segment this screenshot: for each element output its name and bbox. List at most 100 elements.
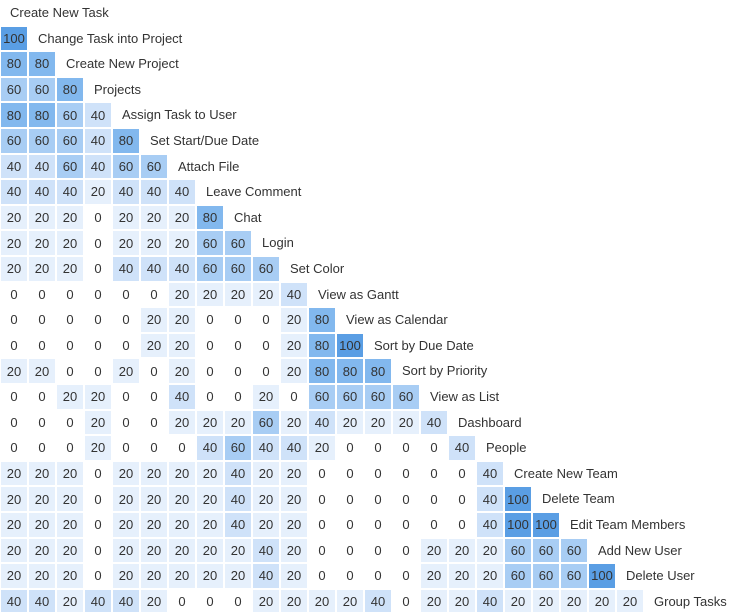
matrix-cell[interactable]: 20 — [336, 409, 364, 436]
matrix-cell[interactable]: 20 — [280, 358, 308, 384]
matrix-cell[interactable]: 0 — [364, 512, 392, 538]
matrix-cell[interactable]: 20 — [168, 204, 196, 231]
matrix-cell[interactable]: 40 — [0, 588, 28, 612]
matrix-cell[interactable]: 0 — [56, 409, 84, 436]
matrix-cell[interactable]: 20 — [84, 409, 112, 436]
matrix-cell[interactable]: 40 — [364, 588, 392, 612]
matrix-cell[interactable]: 40 — [28, 153, 56, 180]
matrix-cell[interactable]: 20 — [84, 384, 112, 410]
matrix-cell[interactable]: 0 — [224, 307, 252, 333]
matrix-cell[interactable]: 80 — [112, 128, 140, 154]
matrix-cell[interactable]: 20 — [0, 563, 28, 589]
matrix-cell[interactable]: 0 — [112, 307, 140, 333]
matrix-cell[interactable]: 80 — [196, 204, 224, 231]
matrix-cell[interactable]: 0 — [196, 384, 224, 410]
matrix-cell[interactable]: 60 — [560, 537, 588, 564]
matrix-cell[interactable]: 60 — [28, 76, 56, 103]
matrix-cell[interactable]: 0 — [28, 435, 56, 461]
matrix-cell[interactable]: 40 — [476, 588, 504, 612]
matrix-cell[interactable]: 60 — [392, 384, 420, 410]
matrix-cell[interactable]: 20 — [420, 537, 448, 564]
matrix-cell[interactable]: 20 — [280, 409, 308, 436]
matrix-cell[interactable]: 40 — [0, 179, 28, 205]
matrix-cell[interactable]: 40 — [196, 435, 224, 461]
matrix-cell[interactable]: 40 — [84, 588, 112, 612]
matrix-cell[interactable]: 20 — [280, 563, 308, 589]
matrix-cell[interactable]: 20 — [560, 588, 588, 612]
matrix-cell[interactable]: 100 — [532, 512, 560, 538]
matrix-cell[interactable]: 20 — [28, 537, 56, 564]
matrix-cell[interactable]: 0 — [392, 486, 420, 512]
matrix-cell[interactable]: 20 — [168, 563, 196, 589]
matrix-cell[interactable]: 0 — [224, 384, 252, 410]
matrix-cell[interactable]: 0 — [336, 537, 364, 564]
matrix-cell[interactable]: 20 — [112, 512, 140, 538]
matrix-cell[interactable]: 60 — [224, 230, 252, 256]
matrix-cell[interactable]: 20 — [168, 230, 196, 256]
matrix-cell[interactable]: 0 — [84, 230, 112, 256]
matrix-cell[interactable]: 0 — [140, 281, 168, 308]
matrix-cell[interactable]: 40 — [476, 486, 504, 512]
matrix-cell[interactable]: 20 — [0, 230, 28, 256]
matrix-cell[interactable]: 0 — [448, 512, 476, 538]
matrix-cell[interactable]: 40 — [84, 102, 112, 128]
matrix-cell[interactable]: 20 — [28, 563, 56, 589]
matrix-cell[interactable]: 80 — [28, 51, 56, 77]
matrix-cell[interactable]: 80 — [308, 307, 336, 333]
matrix-cell[interactable]: 80 — [0, 51, 28, 77]
matrix-cell[interactable]: 20 — [112, 230, 140, 256]
matrix-cell[interactable]: 20 — [28, 358, 56, 384]
matrix-cell[interactable]: 20 — [308, 588, 336, 612]
matrix-cell[interactable]: 0 — [420, 435, 448, 461]
matrix-cell[interactable]: 0 — [84, 358, 112, 384]
matrix-cell[interactable]: 20 — [0, 537, 28, 564]
matrix-cell[interactable]: 0 — [84, 486, 112, 512]
matrix-cell[interactable]: 40 — [224, 460, 252, 487]
matrix-cell[interactable]: 0 — [392, 588, 420, 612]
matrix-cell[interactable]: 20 — [140, 486, 168, 512]
matrix-cell[interactable]: 20 — [252, 486, 280, 512]
matrix-cell[interactable]: 60 — [140, 153, 168, 180]
matrix-cell[interactable]: 20 — [28, 230, 56, 256]
matrix-cell[interactable]: 0 — [336, 435, 364, 461]
matrix-cell[interactable]: 20 — [196, 409, 224, 436]
matrix-cell[interactable]: 0 — [56, 281, 84, 308]
matrix-cell[interactable]: 20 — [56, 537, 84, 564]
matrix-cell[interactable]: 0 — [420, 486, 448, 512]
matrix-cell[interactable]: 20 — [196, 486, 224, 512]
matrix-cell[interactable]: 20 — [168, 486, 196, 512]
matrix-cell[interactable]: 60 — [56, 102, 84, 128]
matrix-cell[interactable]: 20 — [0, 460, 28, 487]
matrix-cell[interactable]: 0 — [84, 307, 112, 333]
matrix-cell[interactable]: 20 — [168, 358, 196, 384]
matrix-cell[interactable]: 0 — [112, 281, 140, 308]
matrix-cell[interactable]: 0 — [392, 512, 420, 538]
matrix-cell[interactable]: 20 — [252, 512, 280, 538]
matrix-cell[interactable]: 20 — [252, 281, 280, 308]
matrix-cell[interactable]: 20 — [140, 204, 168, 231]
matrix-cell[interactable]: 0 — [28, 332, 56, 359]
matrix-cell[interactable]: 20 — [28, 486, 56, 512]
matrix-cell[interactable]: 20 — [420, 563, 448, 589]
matrix-cell[interactable]: 0 — [0, 332, 28, 359]
matrix-cell[interactable]: 20 — [448, 588, 476, 612]
matrix-cell[interactable]: 80 — [364, 358, 392, 384]
matrix-cell[interactable]: 20 — [224, 281, 252, 308]
matrix-cell[interactable]: 100 — [0, 25, 28, 52]
matrix-cell[interactable]: 0 — [364, 460, 392, 487]
matrix-cell[interactable]: 0 — [140, 384, 168, 410]
matrix-cell[interactable]: 20 — [84, 179, 112, 205]
matrix-cell[interactable]: 20 — [168, 281, 196, 308]
matrix-cell[interactable]: 20 — [280, 307, 308, 333]
matrix-cell[interactable]: 20 — [112, 204, 140, 231]
matrix-cell[interactable]: 20 — [28, 256, 56, 282]
matrix-cell[interactable]: 60 — [112, 153, 140, 180]
matrix-cell[interactable]: 20 — [336, 588, 364, 612]
matrix-cell[interactable]: 20 — [196, 537, 224, 564]
matrix-cell[interactable]: 40 — [140, 256, 168, 282]
matrix-cell[interactable]: 60 — [0, 128, 28, 154]
matrix-cell[interactable]: 20 — [308, 435, 336, 461]
matrix-cell[interactable]: 20 — [252, 384, 280, 410]
matrix-cell[interactable]: 20 — [56, 563, 84, 589]
matrix-cell[interactable]: 100 — [504, 486, 532, 512]
